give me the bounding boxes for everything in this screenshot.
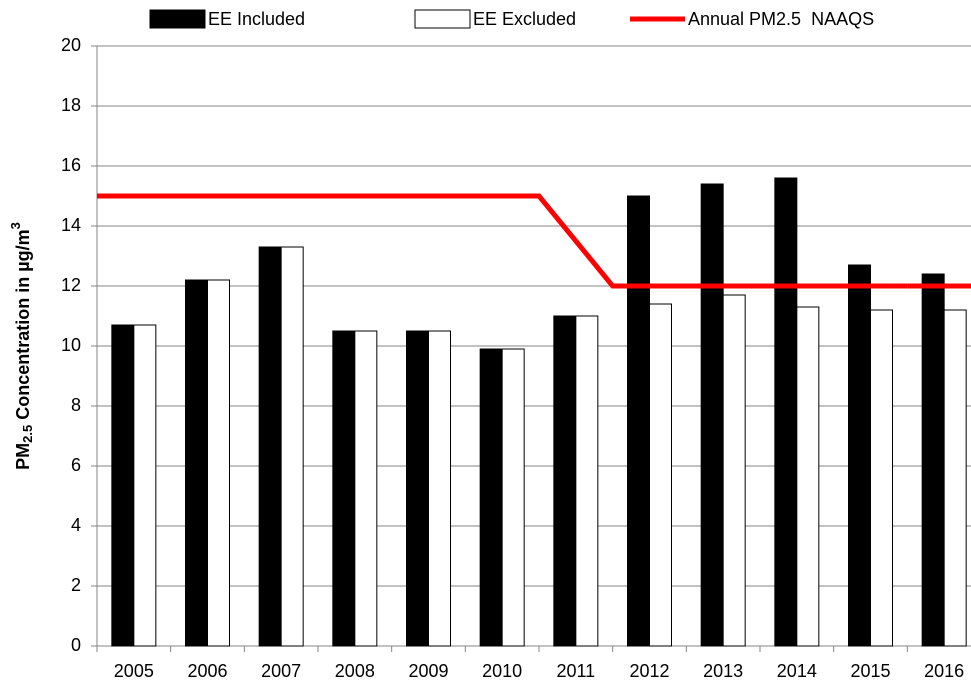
bar [943, 309, 967, 647]
bar [870, 309, 893, 647]
x-tick-label: 2013 [703, 661, 743, 681]
bar [185, 279, 208, 647]
x-tick-label: 2011 [556, 661, 595, 681]
legend-label: EE Excluded [473, 9, 576, 29]
x-tick-label: 2008 [335, 661, 375, 681]
x-tick-label: 2015 [850, 661, 890, 681]
bar [722, 294, 746, 647]
bar [479, 348, 503, 647]
y-tick-label: 10 [61, 335, 81, 355]
bar [280, 246, 304, 647]
x-tick-label: 2006 [187, 661, 227, 681]
y-label-sub: 2.5 [20, 425, 35, 443]
bar [575, 315, 599, 647]
bar [501, 348, 525, 647]
x-tick-label: 2005 [114, 661, 154, 681]
y-label-mid: Concentration in µg/m [13, 229, 33, 424]
x-tick-label: 2016 [924, 661, 964, 681]
y-tick-label: 0 [71, 635, 81, 655]
bar [796, 306, 820, 647]
bar [700, 183, 724, 647]
y-tick-label: 6 [71, 455, 81, 475]
y-tick-label: 16 [61, 155, 81, 175]
x-tick-label: 2007 [261, 661, 301, 681]
legend-label: EE Included [208, 9, 305, 29]
legend-swatch [414, 9, 471, 29]
bar [207, 279, 230, 647]
bar [649, 303, 672, 647]
y-label-sup: 3 [8, 222, 23, 229]
bar [332, 330, 356, 647]
bar [428, 330, 451, 647]
legend-swatch [149, 9, 206, 29]
y-tick-label: 4 [71, 515, 81, 535]
bar [133, 324, 157, 647]
x-tick-label: 2012 [629, 661, 669, 681]
bar [774, 177, 798, 647]
bar [258, 246, 282, 647]
y-tick-label: 14 [61, 215, 81, 235]
y-tick-label: 18 [61, 95, 81, 115]
x-tick-label: 2014 [777, 661, 817, 681]
bar [111, 324, 135, 647]
line-series [97, 193, 908, 289]
bar [921, 273, 945, 647]
y-tick-label: 20 [61, 35, 81, 55]
y-tick-label: 8 [71, 395, 81, 415]
bar [848, 264, 871, 647]
y-label-base: PM [13, 443, 33, 470]
bar [406, 330, 429, 647]
y-tick-label: 2 [71, 575, 81, 595]
x-tick-label: 2009 [408, 661, 448, 681]
x-tick-label: 2010 [482, 661, 522, 681]
bar [354, 330, 378, 647]
y-axis-label: PM2.5 Concentration in µg/m3 [8, 222, 35, 470]
bar [627, 195, 650, 647]
legend-label: Annual PM2.5 NAAQS [688, 9, 874, 29]
y-tick-label: 12 [61, 275, 81, 295]
bar [553, 315, 577, 647]
